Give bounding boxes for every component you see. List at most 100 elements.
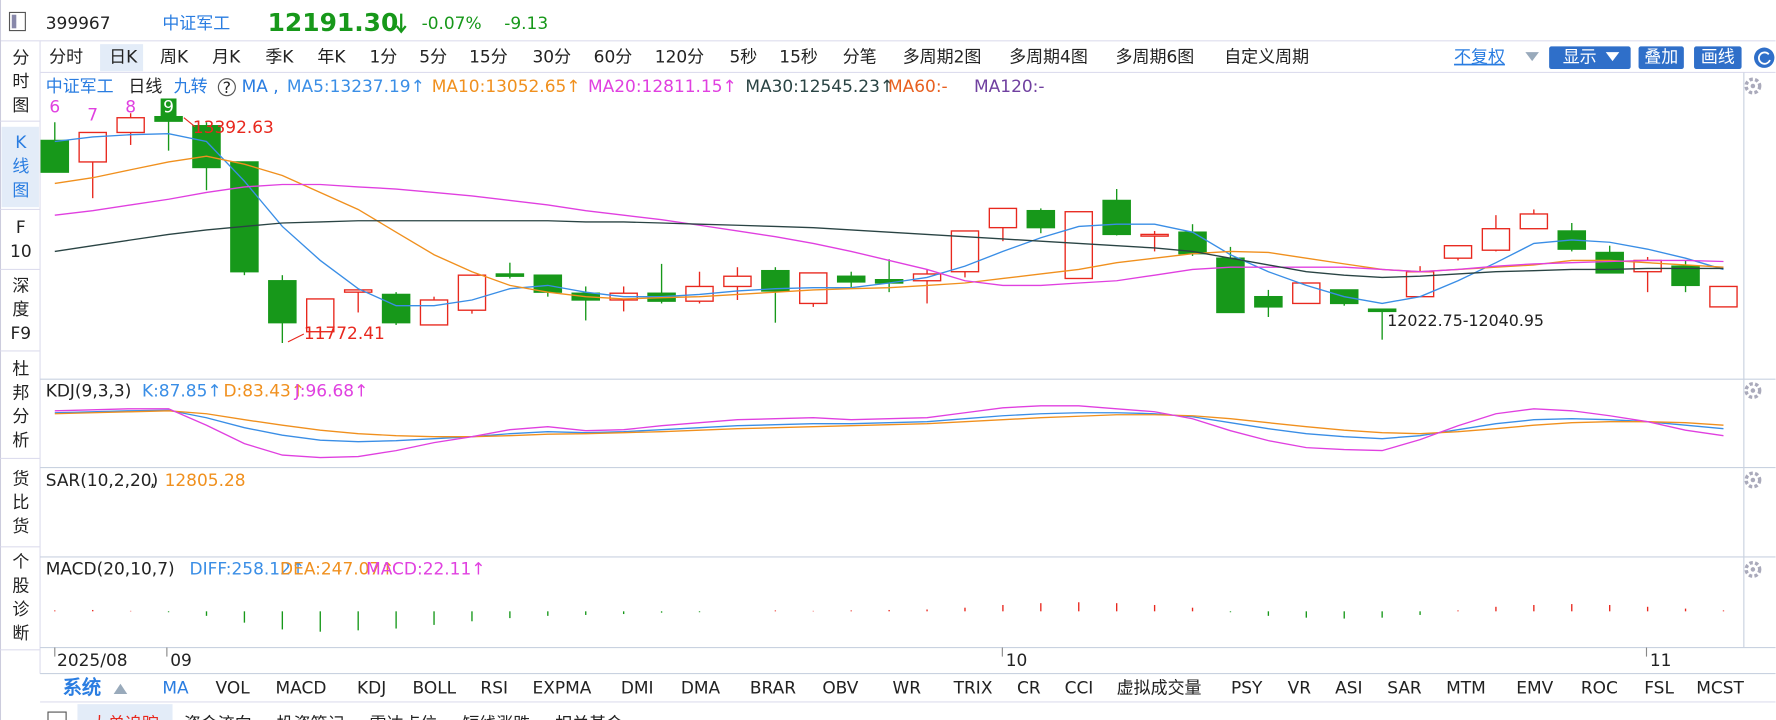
- period-tab[interactable]: 自定义周期: [1224, 48, 1309, 68]
- refresh-button[interactable]: [1754, 47, 1775, 68]
- side-tab-label[interactable]: 邦: [12, 383, 29, 403]
- period-tab[interactable]: 日K: [109, 48, 138, 68]
- period-tab[interactable]: 5秒: [730, 48, 758, 68]
- side-tab-label[interactable]: F: [16, 218, 26, 238]
- side-tab-label[interactable]: 图: [12, 96, 29, 116]
- side-tab-label[interactable]: 时: [12, 72, 29, 92]
- side-tab-label[interactable]: 分: [12, 407, 29, 427]
- indicator-tab[interactable]: MACD: [276, 678, 327, 698]
- legend-period: 日线: [128, 77, 162, 97]
- period-tab[interactable]: 多周期4图: [1009, 48, 1088, 68]
- help-icon[interactable]: [217, 78, 236, 97]
- side-tab-label[interactable]: 杜: [12, 360, 29, 380]
- period-tab[interactable]: 季K: [265, 48, 294, 68]
- bottom-tab[interactable]: 资金流向: [184, 715, 252, 720]
- indicator-tab[interactable]: CCI: [1065, 678, 1094, 698]
- side-tab-label[interactable]: 比: [12, 493, 29, 513]
- indicator-tab[interactable]: 虚拟成交量: [1117, 678, 1202, 698]
- refresh-icon: [1757, 51, 1771, 65]
- side-tab-label[interactable]: 析: [12, 431, 29, 451]
- control-button-label: 画线: [1701, 48, 1735, 68]
- indicator-tab[interactable]: TRIX: [953, 678, 993, 698]
- indicator-tab[interactable]: SAR: [1387, 678, 1422, 698]
- candle-body: [230, 161, 259, 273]
- settings-gear[interactable]: [1744, 560, 1762, 578]
- side-tab-label[interactable]: 10: [10, 242, 32, 262]
- side-tab-label[interactable]: 诊: [12, 600, 29, 620]
- bottom-checkbox[interactable]: [47, 711, 67, 720]
- period-tab[interactable]: 120分: [655, 48, 704, 68]
- indicator-tab[interactable]: MCST: [1696, 678, 1744, 698]
- macd-label: MACD(20,10,7): [46, 559, 175, 579]
- indicator-tab[interactable]: MTM: [1446, 678, 1486, 698]
- ma-line: [54, 183, 1724, 287]
- indicator-tab[interactable]: FSL: [1644, 678, 1674, 698]
- indicator-tab[interactable]: EMV: [1516, 678, 1553, 698]
- indicator-tab[interactable]: BRAR: [750, 678, 796, 698]
- adjust-select[interactable]: 不复权: [1454, 48, 1505, 68]
- settings-gear[interactable]: [1744, 77, 1762, 95]
- indicator-tab[interactable]: ROC: [1581, 678, 1618, 698]
- indicator-tab[interactable]: VR: [1288, 678, 1312, 698]
- period-tab[interactable]: 月K: [212, 48, 241, 68]
- period-tab[interactable]: 30分: [533, 48, 572, 68]
- side-tab-label[interactable]: 股: [12, 576, 29, 596]
- period-tab[interactable]: 年K: [317, 48, 346, 68]
- indicator-tab[interactable]: OBV: [822, 678, 858, 698]
- indicator-tab[interactable]: PSY: [1231, 678, 1263, 698]
- indicator-tab[interactable]: DMI: [621, 678, 654, 698]
- period-tab[interactable]: 15分: [469, 48, 508, 68]
- bottom-tab[interactable]: 雷达点位: [370, 715, 438, 720]
- bottom-tab[interactable]: 短线涨跌: [462, 715, 530, 720]
- period-tab[interactable]: 分笔: [843, 48, 877, 68]
- period-tab[interactable]: 分时: [49, 48, 83, 68]
- side-tab-label[interactable]: 线: [12, 157, 29, 177]
- indicator-tab[interactable]: CR: [1017, 678, 1041, 698]
- indicator-tab[interactable]: BOLL: [413, 678, 457, 698]
- indicator-tab[interactable]: WR: [893, 678, 922, 698]
- side-tab-label[interactable]: 货: [12, 517, 29, 537]
- side-tab-label[interactable]: 个: [12, 553, 29, 573]
- side-tab-label[interactable]: 货: [12, 469, 29, 489]
- side-tab-label[interactable]: F9: [11, 324, 32, 344]
- menu-icon[interactable]: [8, 11, 26, 32]
- period-tab[interactable]: 周K: [160, 48, 189, 68]
- candle-body: [154, 115, 183, 122]
- menu-icon-bar: [11, 14, 17, 29]
- bottom-tab[interactable]: 相关基金: [555, 715, 623, 720]
- indicator-tab[interactable]: ASI: [1335, 678, 1362, 698]
- control-button[interactable]: [1638, 46, 1684, 70]
- side-tab-label[interactable]: K: [15, 133, 27, 153]
- indicator-tab[interactable]: EXPMA: [533, 678, 592, 698]
- indicator-tab[interactable]: KDJ: [357, 678, 386, 698]
- indicator-tab[interactable]: MA: [162, 678, 189, 698]
- side-tab-label[interactable]: 图: [12, 181, 29, 201]
- side-tab-label[interactable]: 度: [12, 300, 29, 320]
- indicator-tab[interactable]: RSI: [480, 678, 508, 698]
- period-tab[interactable]: 多周期2图: [903, 48, 982, 68]
- side-tab-label[interactable]: 深: [12, 276, 29, 296]
- candle-body: [1216, 257, 1245, 314]
- settings-gear[interactable]: [1744, 471, 1762, 489]
- control-button[interactable]: [1694, 46, 1742, 70]
- settings-gear[interactable]: [1744, 382, 1762, 400]
- bottom-tab[interactable]: 投资笔记: [277, 715, 345, 720]
- range-label: 12022.75-12040.95: [1387, 311, 1544, 330]
- candle-body: [40, 139, 70, 173]
- period-tab[interactable]: 多周期6图: [1116, 48, 1195, 68]
- indicator-tab[interactable]: DMA: [681, 678, 721, 698]
- candle-body: [1709, 285, 1738, 308]
- system-tab[interactable]: 系统: [63, 676, 101, 699]
- period-tab[interactable]: 1分: [370, 48, 398, 68]
- period-tab[interactable]: 15秒: [779, 48, 818, 68]
- period-tab[interactable]: 60分: [594, 48, 633, 68]
- nine-turn-label: 7: [87, 105, 98, 125]
- candle-body: [988, 207, 1018, 229]
- indicator-tab[interactable]: VOL: [216, 678, 251, 698]
- side-tab-label[interactable]: 断: [12, 624, 29, 644]
- help-glyph: ?: [223, 78, 231, 97]
- period-tab[interactable]: 5分: [419, 48, 447, 68]
- selected-side-tab: [1, 126, 39, 208]
- side-tab-label[interactable]: 分: [12, 48, 29, 68]
- bottom-tab[interactable]: 大单追踪: [91, 715, 159, 720]
